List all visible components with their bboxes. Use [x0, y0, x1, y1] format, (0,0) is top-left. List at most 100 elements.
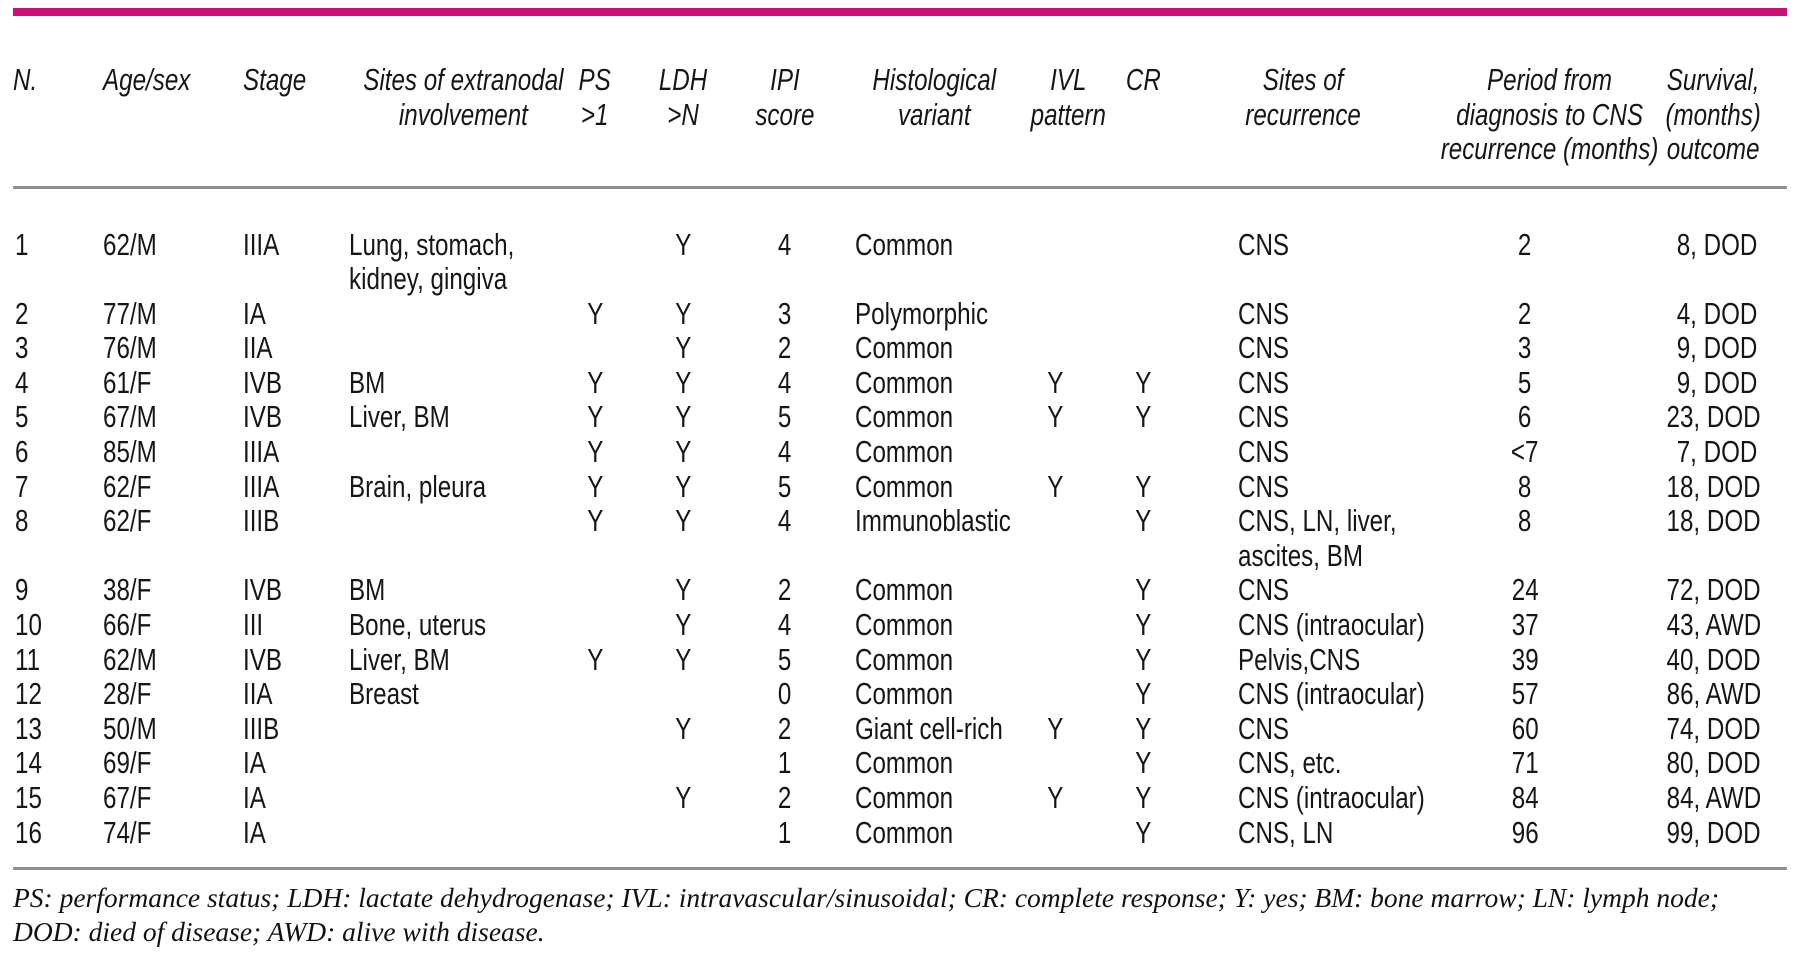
cell-text: Y — [586, 641, 604, 677]
cell-text: 2 — [15, 295, 29, 331]
cell-text: 80, DOD — [1666, 745, 1761, 781]
table-cell: III — [243, 607, 335, 643]
table-cell: Y — [645, 400, 721, 435]
cell-text: IIIA — [243, 226, 280, 262]
cell-text: Y — [674, 434, 692, 470]
table-cell: CNS — [1196, 469, 1410, 505]
cell-text: 62/M — [103, 641, 157, 677]
table-row: 2 77/M IA Y Y 3 Polymorphic CNS 2 4, DOD — [13, 295, 1787, 332]
table-row: 16 74/F IA 1 Common Y CNS, LN 96 99, DOD — [13, 815, 1787, 869]
table-cell: Y — [1090, 677, 1196, 712]
cell-text: 3 — [15, 330, 29, 366]
cell-text: 4 — [778, 364, 792, 400]
cell-text: Polymorphic — [855, 295, 989, 331]
table-row: 4 61/F IVB BM Y Y 4 Common Y Y CNS 5 9, DOD — [13, 364, 1787, 401]
table-cell — [1020, 573, 1090, 608]
table-cell: <7 — [1410, 434, 1640, 470]
table-cell: Y — [545, 365, 645, 401]
table-cell: Common — [849, 187, 1020, 297]
table-cell: Y — [545, 434, 645, 470]
table-cell: Liver, BM — [335, 642, 545, 678]
table-cell: CNS — [1196, 296, 1410, 332]
cell-text: 38/F — [103, 572, 152, 608]
cell-text: IA — [243, 780, 266, 815]
cell-text: IIA — [243, 676, 273, 712]
cell-text: Common — [855, 676, 954, 712]
table-cell: IIIA — [243, 434, 335, 470]
cell-text: Y — [586, 399, 604, 435]
table-cell: 6 — [1410, 400, 1640, 435]
column-header: Stage — [243, 16, 335, 189]
cell-text: 6 — [1518, 399, 1532, 435]
cell-text: 2 — [778, 780, 792, 815]
cell-text: Y — [1134, 607, 1152, 643]
table-cell: 6 — [13, 434, 103, 470]
table-cell — [545, 781, 645, 816]
cell-text: 69/F — [103, 745, 152, 781]
cell-text: 28/F — [103, 676, 152, 712]
table-cell: Brain, pleura — [335, 469, 545, 505]
table-cell — [1090, 297, 1196, 332]
table-cell: Giant cell-rich — [849, 710, 1020, 747]
table-cell: Common — [849, 677, 1020, 712]
cell-text: 76/M — [103, 330, 157, 366]
table-cell: 5 — [13, 400, 103, 435]
cell-text: Giant cell-rich — [855, 710, 1003, 746]
table-cell: 14 — [13, 746, 103, 781]
table-cell: 2 — [13, 295, 103, 332]
table-cell — [335, 504, 545, 573]
table-cell — [1090, 187, 1196, 297]
table-cell: 96 — [1410, 815, 1640, 869]
cell-text: 60 — [1511, 710, 1539, 746]
table-cell: 72, DOD — [1640, 573, 1787, 608]
table-cell — [645, 816, 721, 869]
cell-text: Y — [674, 710, 692, 746]
cell-text: 4 — [778, 503, 792, 539]
cell-text: IIIB — [243, 503, 280, 539]
table-cell — [1020, 435, 1090, 470]
cell-text: 39 — [1511, 641, 1539, 677]
column-header: IVL pattern — [1020, 16, 1106, 189]
table-cell: Common — [849, 780, 1020, 816]
table-row: 8 62/F IIIB Y Y 4 Immunoblastic Y CNS, LN, liver… — [13, 503, 1787, 573]
cell-text: Y — [1134, 710, 1152, 746]
cell-text: Common — [855, 330, 954, 366]
table-cell: BM — [335, 365, 545, 401]
table-cell: 9, DOD — [1640, 331, 1787, 366]
cell-text: 72, DOD — [1666, 572, 1761, 608]
table-cell: 62/M — [103, 641, 243, 678]
table-cell: Common — [849, 815, 1020, 869]
cell-text: Y — [1134, 468, 1152, 504]
table-cell: CNS, etc. — [1196, 746, 1410, 781]
table-cell: CNS — [1196, 187, 1410, 297]
cell-text: 85/M — [103, 434, 157, 470]
table-cell — [1020, 608, 1090, 643]
table-cell: 8 — [1410, 504, 1640, 573]
table-cell: 4 — [721, 504, 849, 573]
table-cell: 50/M — [103, 711, 243, 747]
table-cell: 4 — [13, 365, 103, 401]
cell-text: IVB — [243, 641, 282, 677]
cell-text: 4 — [778, 434, 792, 470]
cell-text: Y — [586, 468, 604, 504]
table-row: 3 76/M IIA Y 2 Common CNS 3 9, DOD — [13, 331, 1787, 366]
cell-text: 62/F — [103, 468, 152, 504]
table-cell: 74, DOD — [1640, 710, 1787, 747]
cell-text: Y — [1134, 676, 1152, 712]
table-cell: Y — [1090, 815, 1196, 869]
cell-text: Y — [1134, 745, 1152, 781]
cell-text: Lung, stomach, kidney, gingiva — [349, 226, 515, 297]
cell-text: Y — [586, 295, 604, 331]
table-cell: IA — [243, 815, 335, 869]
cell-text: 74, DOD — [1666, 710, 1761, 746]
table-cell: BM — [335, 573, 545, 608]
cell-text: CNS — [1238, 710, 1290, 746]
cell-text: Bone, uterus — [349, 607, 487, 643]
column-header: Sites of recurrence — [1196, 16, 1410, 189]
cell-text: 6 — [15, 434, 29, 470]
table-cell: IVB — [243, 641, 335, 678]
cell-text: Y — [1046, 710, 1064, 746]
cell-text: 5 — [15, 399, 29, 435]
table-cell: CNS — [1196, 573, 1410, 608]
table-cell: IA — [243, 746, 335, 781]
